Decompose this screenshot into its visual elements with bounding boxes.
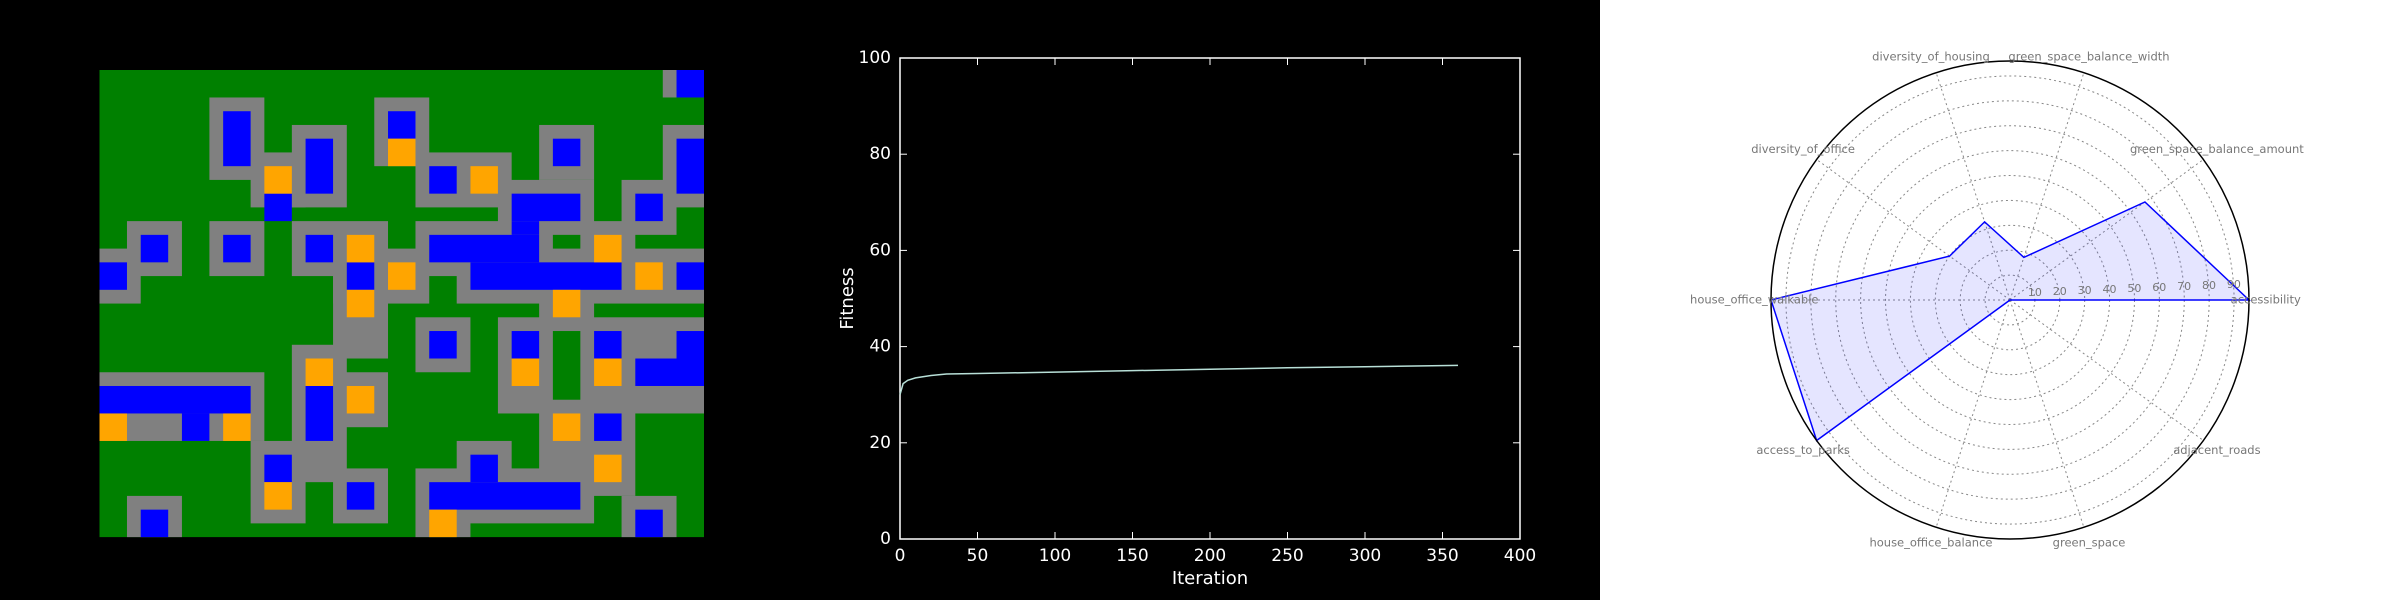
radial-tick-label: 30	[2078, 284, 2092, 297]
map-cell-blue	[511, 331, 540, 359]
category-label: green_space_balance_amount	[2130, 142, 2304, 156]
category-label: accessibility	[2231, 293, 2301, 307]
x-tick-label: 150	[1116, 546, 1148, 566]
map-cell-blue	[635, 358, 704, 386]
y-tick-label: 40	[869, 337, 891, 357]
map-cell-orange	[429, 509, 457, 538]
x-tick-label: 100	[1039, 546, 1071, 566]
map-cell-blue	[140, 509, 169, 538]
map-cell-blue	[594, 331, 622, 359]
map-cell-orange	[99, 413, 127, 441]
radial-tick-label: 70	[2177, 280, 2191, 293]
map-cell-blue	[181, 413, 210, 441]
y-tick-label: 0	[880, 529, 891, 549]
map-cell-blue	[346, 262, 375, 290]
map-cell-blue	[594, 413, 622, 441]
map-cell-blue	[99, 385, 251, 414]
map-cell-orange	[346, 385, 375, 414]
map-cell-blue	[552, 138, 581, 167]
map-cell-blue	[470, 262, 622, 290]
map-cell-blue	[429, 482, 581, 510]
map-cell-blue	[511, 221, 540, 235]
radar-area	[1770, 201, 2251, 442]
x-tick-label: 350	[1426, 546, 1458, 566]
y-tick-label: 100	[859, 48, 891, 68]
x-tick-label: 50	[967, 546, 989, 566]
category-label: diversity_of_office	[1751, 142, 1855, 156]
map-cell-orange	[346, 234, 375, 263]
y-axis-label: Fitness	[837, 267, 858, 329]
map-cell-orange	[388, 138, 416, 167]
map-cell-orange	[594, 234, 622, 263]
map-cell-blue	[223, 111, 251, 167]
map-cell-blue	[511, 193, 581, 222]
radial-tick-label: 40	[2103, 283, 2117, 296]
radial-tick-label: 90	[2227, 278, 2241, 291]
map-cell-blue	[305, 138, 334, 194]
map-cell-blue	[676, 70, 704, 98]
map-cell-blue	[99, 262, 127, 290]
x-axis-label: Iteration	[1172, 568, 1248, 589]
map-cell-blue	[470, 454, 498, 483]
map-cell-blue	[264, 193, 292, 222]
radar-frame	[1770, 60, 2250, 540]
x-tick-label: 200	[1194, 546, 1226, 566]
map-cell-blue	[140, 234, 169, 263]
map-cell-orange	[305, 358, 334, 386]
category-label: house_office_balance	[1869, 536, 1992, 550]
x-tick-label: 300	[1349, 546, 1381, 566]
radial-tick-label: 20	[2053, 285, 2067, 298]
plot-frame	[899, 57, 1521, 540]
map-cell-blue	[223, 234, 251, 263]
map-cell-orange	[346, 289, 375, 318]
x-tick-label: 0	[895, 546, 906, 566]
x-tick-label: 250	[1271, 546, 1303, 566]
category-label: access_to_parks	[1756, 443, 1850, 457]
map-cell-orange	[511, 358, 540, 386]
radial-tick-label: 80	[2202, 279, 2216, 292]
radial-tick-label: 10	[2028, 286, 2042, 299]
map-cell-orange	[470, 166, 498, 194]
category-label: adjacent_roads	[2173, 443, 2260, 457]
x-tick-label: 400	[1504, 546, 1536, 566]
map-cell-blue	[388, 111, 416, 139]
map-cell-orange	[552, 413, 581, 441]
y-tick-label: 20	[869, 433, 891, 453]
map-cell-blue	[264, 454, 292, 483]
radial-tick-label: 60	[2152, 281, 2166, 294]
category-label: green_space_balance_width	[2008, 49, 2169, 63]
map-cell-blue	[676, 138, 704, 194]
map-cell-blue	[429, 166, 457, 194]
category-label: house_office_walkable	[1690, 293, 1818, 307]
map-cell-blue	[305, 234, 334, 263]
map-cell-blue	[635, 509, 663, 538]
map-cell-orange	[635, 262, 663, 290]
map-cell-orange	[264, 166, 292, 194]
map-cell-orange	[594, 454, 622, 483]
map-cell-orange	[264, 482, 292, 510]
map-cell-blue	[429, 331, 457, 359]
fitness-line	[899, 364, 1459, 395]
radial-tick-label: 50	[2127, 282, 2141, 295]
map-cell-blue	[676, 262, 704, 290]
category-label: green_space	[2053, 536, 2126, 550]
y-tick-label: 80	[869, 144, 891, 164]
map-cell-orange	[388, 262, 416, 290]
map-cell-orange	[223, 413, 251, 441]
map-cell-blue	[429, 234, 540, 263]
category-label: diversity_of_housing	[1872, 49, 1990, 63]
map-cell-blue	[346, 482, 375, 510]
map-cell-orange	[552, 289, 581, 318]
map-cell-blue	[305, 385, 334, 441]
map-cell-blue	[635, 193, 663, 222]
map-cell-orange	[594, 358, 622, 386]
y-tick-label: 60	[869, 240, 891, 260]
